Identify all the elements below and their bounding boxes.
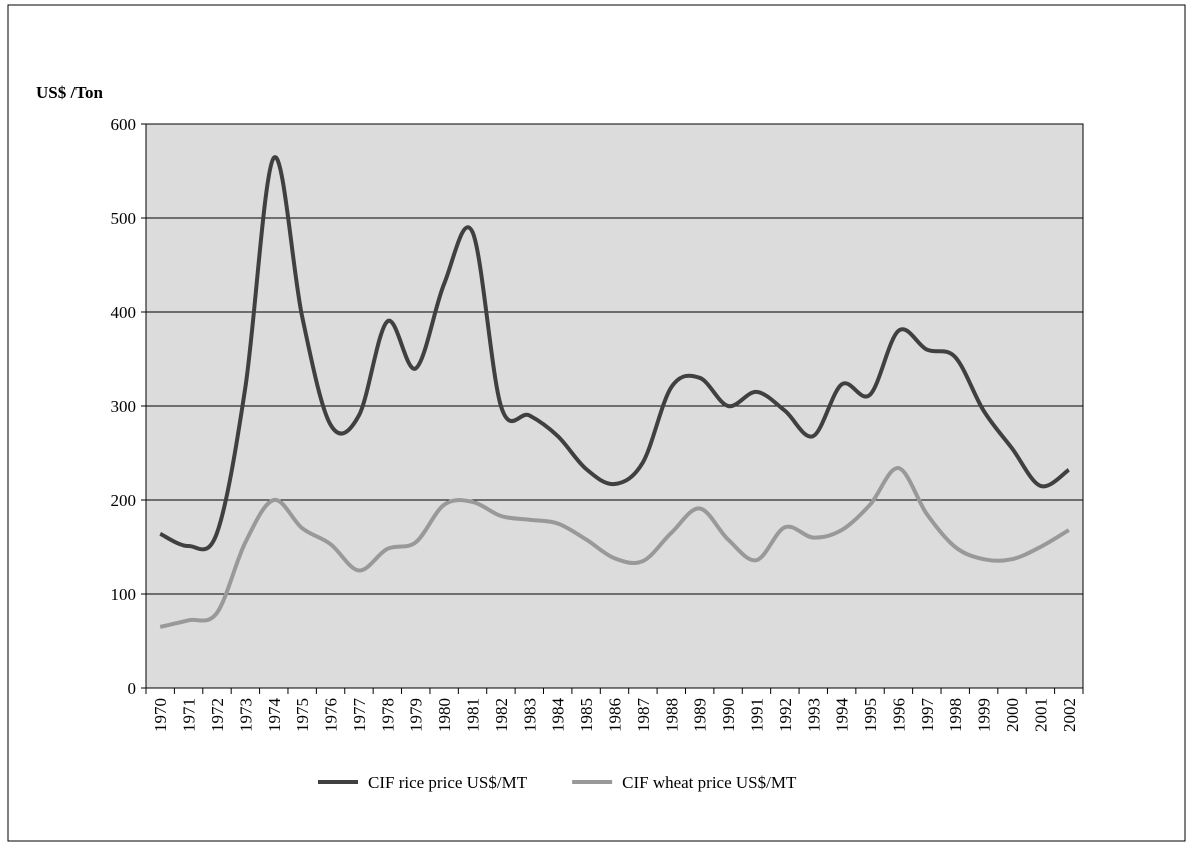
x-tick-label: 1981 [464, 698, 483, 732]
x-tick-label: 2000 [1003, 698, 1022, 732]
x-tick-label: 1978 [378, 698, 397, 732]
x-tick-label: 1976 [322, 698, 341, 732]
y-axis-label: US$ /Ton [36, 83, 103, 102]
x-tick-label: 1971 [180, 698, 199, 732]
x-tick-label: 1997 [918, 698, 937, 733]
x-tick-label: 1982 [492, 698, 511, 732]
x-tick-label: 1992 [776, 698, 795, 732]
x-tick-label: 1980 [435, 698, 454, 732]
line-series [159, 466, 1070, 629]
y-tick-label: 100 [111, 585, 137, 604]
y-tick-label: 0 [128, 679, 137, 698]
x-tick-label: 1975 [293, 698, 312, 732]
x-tick-label: 1983 [520, 698, 539, 732]
x-tick-label: 1995 [861, 698, 880, 732]
x-tick-label: 1990 [719, 698, 738, 732]
y-tick-label: 300 [111, 397, 137, 416]
x-tick-label: 1972 [208, 698, 227, 732]
x-tick-label: 1994 [833, 698, 852, 733]
x-tick-label: 1974 [265, 698, 284, 733]
x-tick-label: 2001 [1031, 698, 1050, 732]
x-tick-label: 1987 [634, 698, 653, 733]
legend-label: CIF rice price US$/MT [368, 773, 528, 792]
x-tick-label: 1991 [747, 698, 766, 732]
y-tick-label: 500 [111, 209, 137, 228]
y-tick-label: 200 [111, 491, 137, 510]
x-tick-label: 1996 [889, 698, 908, 732]
x-tick-label: 1993 [804, 698, 823, 732]
x-tick-label: 1988 [662, 698, 681, 732]
y-tick-label: 400 [111, 303, 137, 322]
legend-label: CIF wheat price US$/MT [622, 773, 797, 792]
x-tick-label: 1973 [236, 698, 255, 732]
x-tick-label: 1970 [151, 698, 170, 732]
x-tick-label: 1989 [691, 698, 710, 732]
x-tick-label: 1984 [549, 698, 568, 733]
x-tick-label: 1998 [946, 698, 965, 732]
x-tick-label: 1999 [975, 698, 994, 732]
line-series [159, 155, 1070, 552]
x-tick-label: 2002 [1060, 698, 1079, 732]
x-tick-label: 1985 [577, 698, 596, 732]
plot-border [145, 123, 1084, 689]
y-tick-label: 600 [111, 115, 137, 134]
x-tick-label: 1979 [407, 698, 426, 732]
x-tick-label: 1986 [606, 698, 625, 732]
x-tick-label: 1977 [350, 698, 369, 733]
